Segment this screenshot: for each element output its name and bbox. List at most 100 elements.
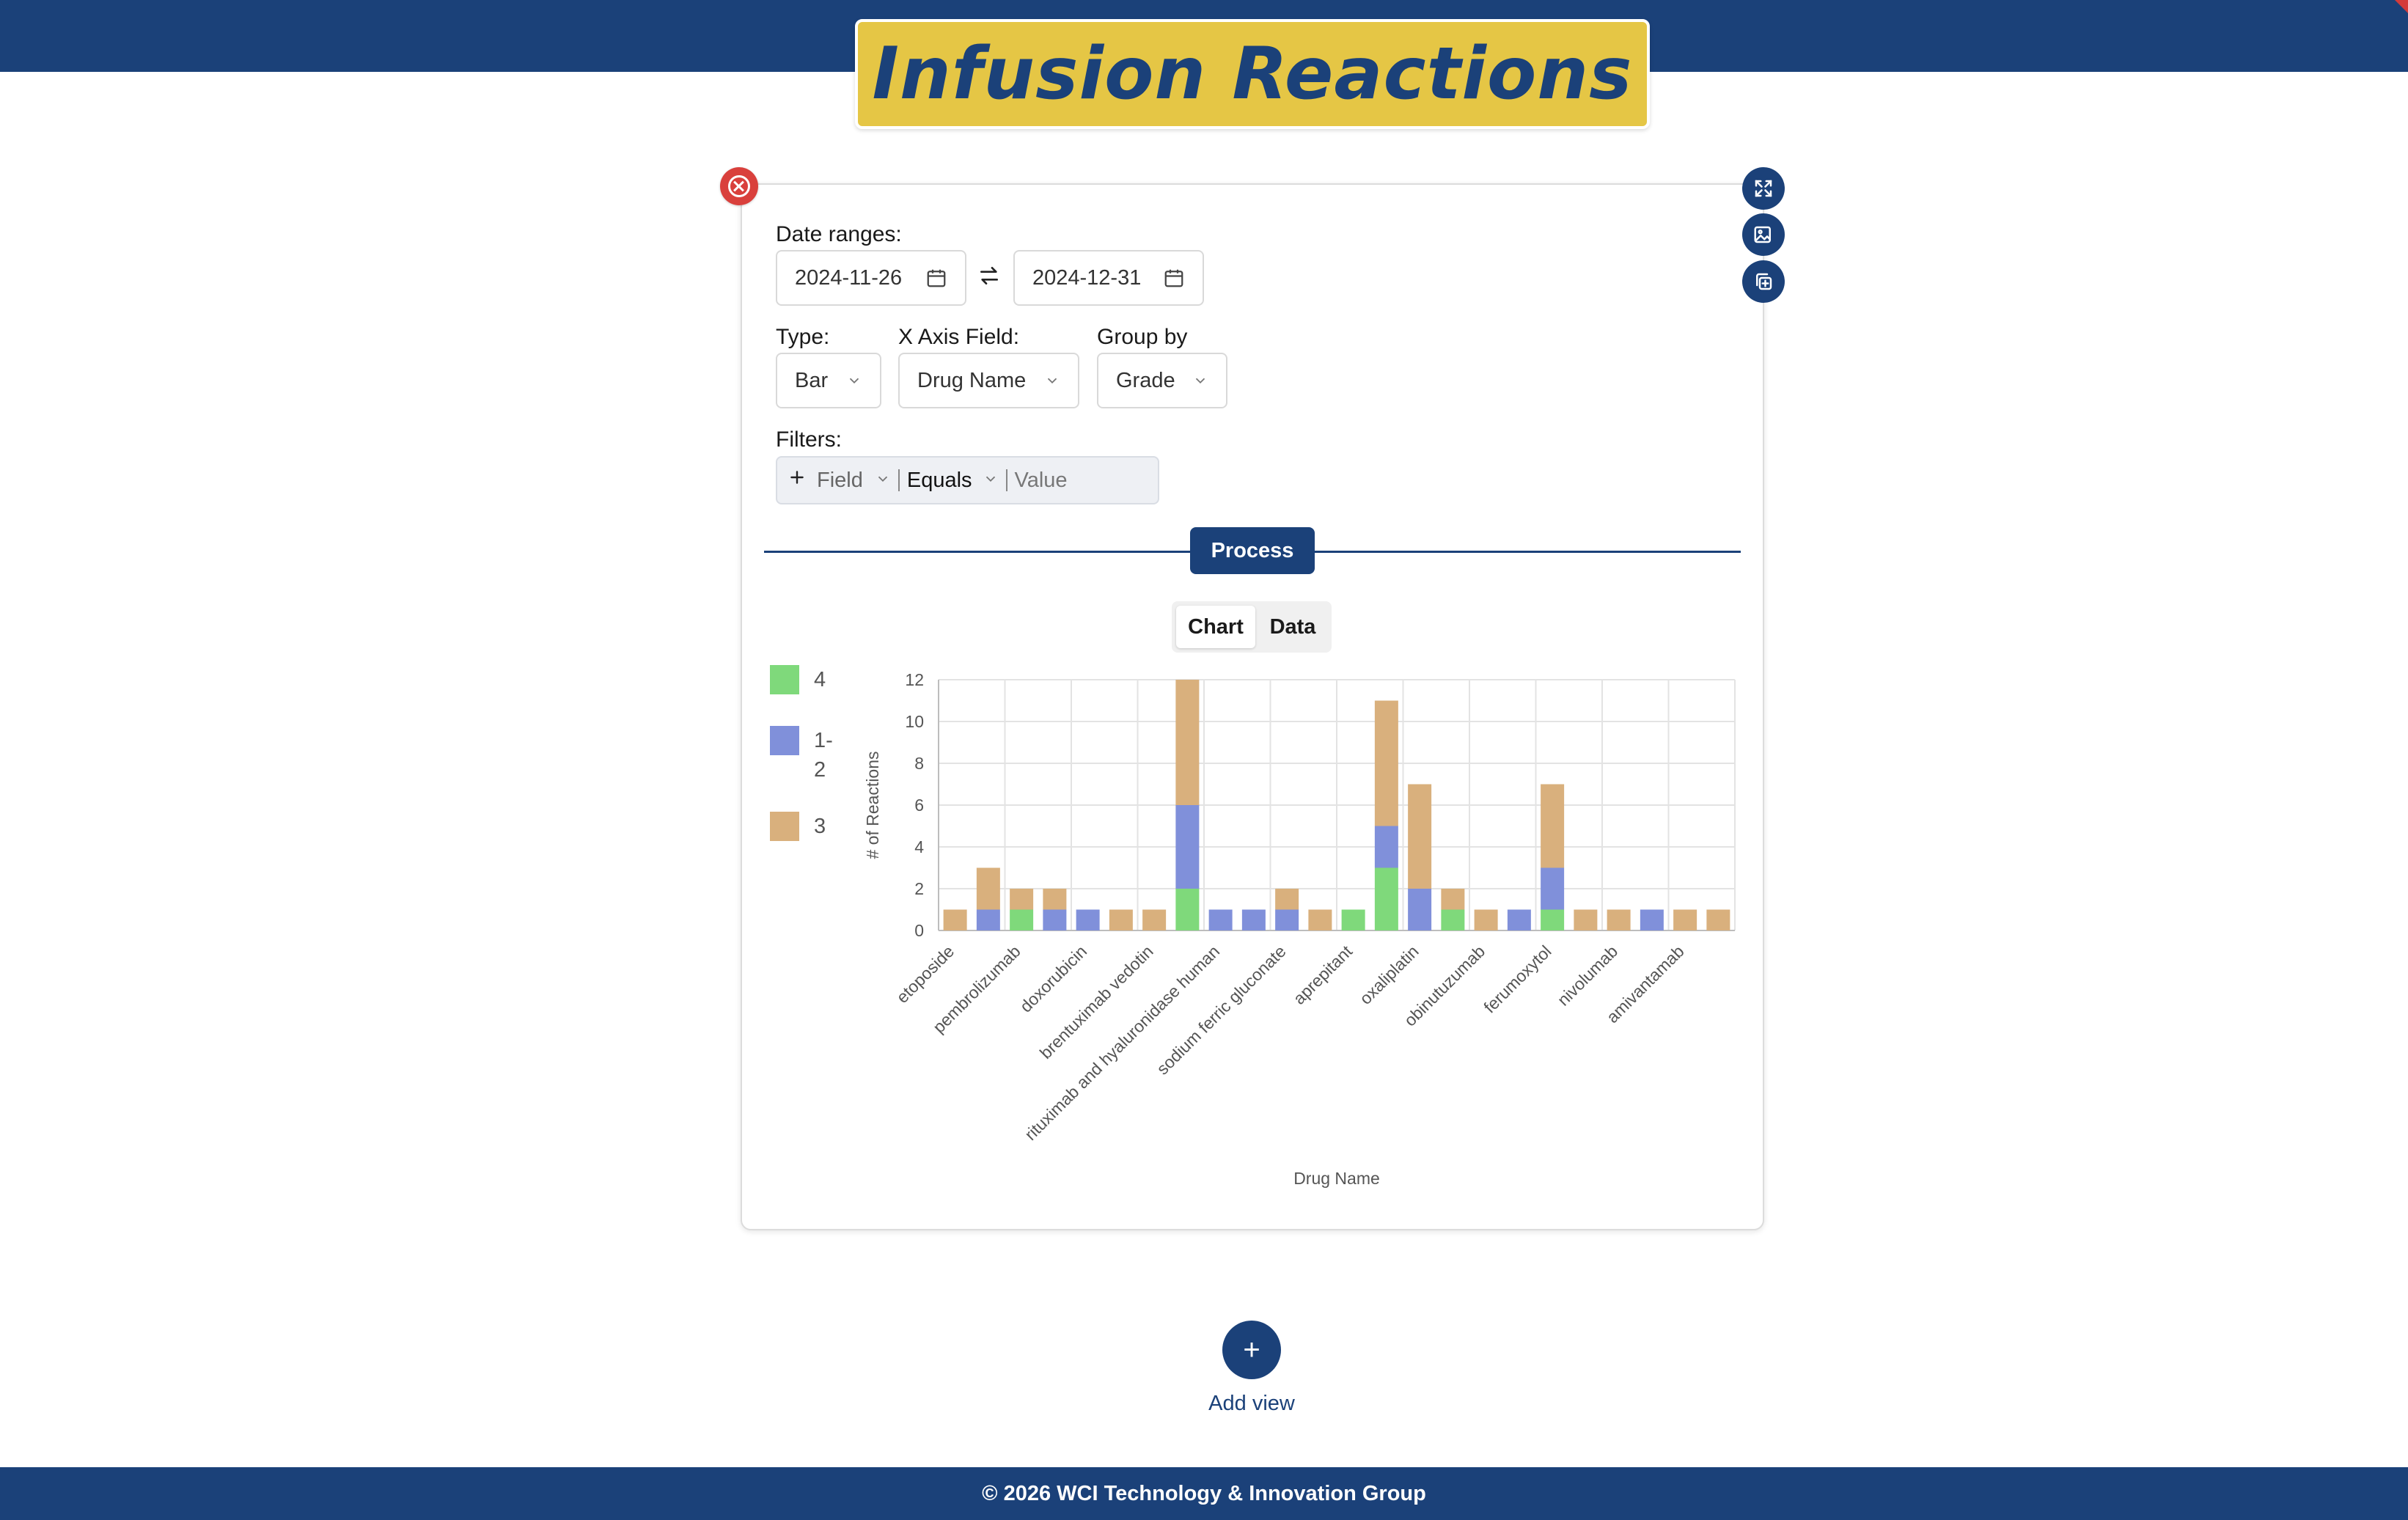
close-circle-icon — [728, 175, 750, 197]
type-label: Type: — [776, 325, 830, 349]
legend-swatch — [770, 812, 799, 841]
filter-separator — [898, 469, 900, 491]
legend-item-4[interactable]: 4 — [770, 665, 843, 694]
legend-label: 4 — [814, 668, 826, 691]
calendar-icon[interactable] — [925, 267, 947, 289]
bar-segment — [1374, 826, 1398, 868]
bar-segment — [1010, 889, 1034, 910]
legend-swatch — [770, 726, 799, 755]
filter-operator-select[interactable]: Equals — [906, 468, 972, 492]
y-tick-label: 0 — [914, 921, 924, 940]
bar-segment — [1076, 909, 1100, 930]
x-tick-label: nivolumab — [1554, 941, 1622, 1010]
y-tick-label: 8 — [914, 754, 924, 773]
y-tick-label: 12 — [905, 670, 924, 689]
filter-field-select[interactable]: Field — [817, 468, 863, 492]
bar-segment — [1541, 867, 1565, 910]
bar-segment — [1175, 889, 1200, 930]
legend-item-1-2[interactable]: 1-2 — [770, 726, 843, 785]
filters-label: Filters: — [776, 427, 842, 452]
filter-builder: Field Equals Value — [776, 456, 1159, 504]
footer-text: © 2026 WCI Technology & Innovation Group — [982, 1481, 1426, 1505]
bar-segment — [943, 909, 967, 930]
duplicate-icon — [1756, 273, 1772, 290]
swap-arrows-icon[interactable] — [977, 264, 1001, 291]
add-filter-plus-icon[interactable] — [788, 468, 807, 493]
bar-segment — [1541, 909, 1565, 930]
x-tick-label: brentuximab vedotin — [1036, 941, 1157, 1062]
group-by-select[interactable]: Grade — [1097, 353, 1227, 408]
bar-segment — [1474, 909, 1498, 930]
bar-segment — [1043, 909, 1067, 930]
expand-icon — [1755, 180, 1772, 197]
legend-label: 1-2 — [814, 729, 833, 782]
y-tick-label: 10 — [905, 712, 924, 731]
chevron-down-icon — [1044, 372, 1060, 389]
bar-segment — [1374, 700, 1398, 826]
legend-item-3[interactable]: 3 — [770, 812, 843, 841]
end-date-input[interactable]: 2024-12-31 — [1013, 250, 1204, 306]
bar-segment — [1175, 680, 1200, 805]
bar-segment — [1208, 909, 1233, 930]
x-axis-field-select[interactable]: Drug Name — [898, 353, 1079, 408]
tab-data[interactable]: Data — [1269, 614, 1316, 639]
bar-segment — [1574, 909, 1598, 930]
x-tick-label: ferumoxytol — [1480, 941, 1554, 1016]
tab-chart[interactable]: Chart — [1176, 606, 1255, 648]
bar-segment — [1673, 909, 1697, 930]
x-tick-label: oxaliplatin — [1356, 941, 1423, 1008]
x-axis-field-value: Drug Name — [917, 368, 1027, 392]
bar-segment — [1607, 909, 1631, 930]
footer: © 2026 WCI Technology & Innovation Group — [0, 1467, 2408, 1520]
x-axis-field-label: X Axis Field: — [898, 325, 1020, 349]
close-view-button[interactable] — [720, 167, 758, 205]
bar-segment — [1175, 805, 1200, 889]
bar-segment — [1541, 784, 1565, 868]
view-mode-toggle: Chart Data — [1172, 601, 1332, 653]
x-tick-label: aprepitant — [1289, 941, 1356, 1008]
bar-segment — [1507, 909, 1531, 930]
export-image-button[interactable] — [1742, 213, 1785, 256]
process-button[interactable]: Process — [1190, 527, 1315, 574]
bar-segment — [1341, 909, 1365, 930]
x-axis-title: Drug Name — [1293, 1169, 1380, 1188]
y-tick-label: 6 — [914, 796, 924, 815]
legend-label: 3 — [814, 815, 826, 838]
bar-segment — [1043, 889, 1067, 910]
bar-segment — [1241, 909, 1266, 930]
corner-mark — [2395, 0, 2408, 13]
chevron-down-icon — [846, 372, 862, 389]
duplicate-button[interactable] — [1742, 260, 1785, 303]
type-value: Bar — [795, 368, 829, 392]
chevron-down-icon — [875, 469, 891, 493]
date-ranges-label: Date ranges: — [776, 222, 902, 246]
group-by-label: Group by — [1097, 325, 1188, 349]
y-axis-title: # of Reactions — [863, 751, 882, 859]
bar-segment — [1408, 889, 1432, 930]
bar-segment — [1374, 867, 1398, 930]
group-by-value: Grade — [1116, 368, 1175, 392]
page-title: Infusion Reactions — [872, 32, 1633, 116]
start-date-value: 2024-11-26 — [795, 265, 903, 290]
bar-segment — [1441, 909, 1465, 930]
expand-button[interactable] — [1742, 167, 1785, 210]
image-export-icon — [1754, 226, 1771, 243]
calendar-icon[interactable] — [1163, 267, 1185, 289]
start-date-input[interactable]: 2024-11-26 — [776, 250, 966, 306]
type-select[interactable]: Bar — [776, 353, 881, 408]
bar-segment — [1109, 909, 1133, 930]
x-tick-label: etoposide — [892, 941, 958, 1007]
chevron-down-icon — [1192, 372, 1208, 389]
bar-segment — [1408, 784, 1432, 889]
y-tick-label: 4 — [914, 837, 924, 856]
add-view-button[interactable]: + — [1222, 1321, 1281, 1379]
bar-segment — [976, 909, 1000, 930]
add-view-label[interactable]: Add view — [1208, 1392, 1295, 1415]
bar-segment — [1275, 909, 1299, 930]
bar-segment — [1640, 909, 1664, 930]
y-tick-label: 2 — [914, 879, 924, 898]
filter-separator — [1005, 469, 1007, 491]
filter-value-input[interactable]: Value — [1014, 468, 1068, 492]
title-badge: Infusion Reactions — [855, 19, 1650, 129]
bar-chart: 024681012etoposidepembrolizumabdoxorubic… — [863, 670, 1736, 1188]
